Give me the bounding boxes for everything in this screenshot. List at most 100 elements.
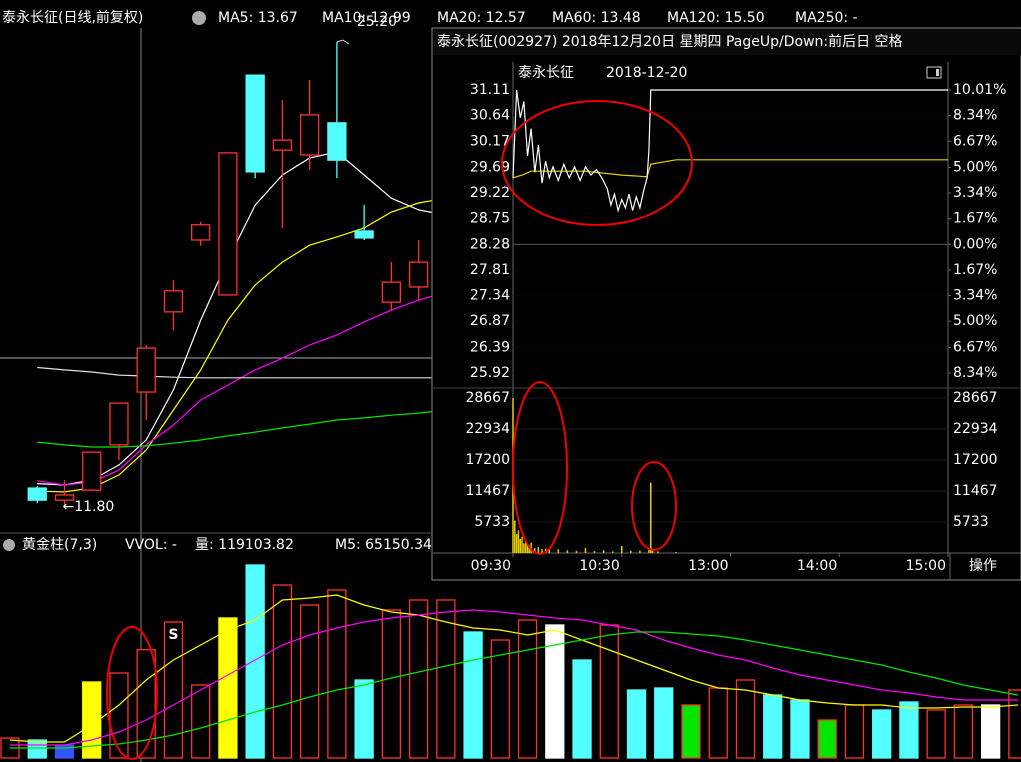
signal-label: S [168,627,178,643]
volume-bar [517,619,538,759]
hand-circle [501,100,693,226]
volume-bar [299,604,320,759]
candle-body [272,139,293,151]
pct-tick: 3.34% [953,288,997,304]
volume-bar [926,709,946,759]
candle-body [381,281,402,303]
volume-bar [218,617,238,759]
ma-line [37,409,446,448]
volume-tick: 22934 [953,421,998,437]
time-label: 14:00 [797,558,837,574]
volume-tick: 28667 [953,390,998,406]
price-tick: 30.17 [470,133,510,149]
volume-bar [817,719,837,759]
volume-header: 量: 119103.82 [195,537,294,553]
candle-body [27,487,47,501]
time-label: 13:00 [688,558,728,574]
candle-body [354,230,374,239]
volume-bar [872,709,892,759]
volume-bar [354,679,374,759]
volume-bar [463,631,483,759]
popup-titlebar [433,29,1021,55]
ma-legend: MA120: 15.50 [667,10,765,26]
volume-bar [327,589,347,759]
volume-tick: 11467 [465,483,510,499]
ma-line [37,197,446,493]
price-tick: 30.64 [470,108,510,124]
candle-body [136,347,156,393]
toggle-icon[interactable] [926,66,942,79]
price-tick: 31.11 [470,82,510,98]
price-tick: 28.28 [470,236,510,252]
volume-bar [790,699,810,759]
time-label: 09:30 [471,558,511,574]
volume-bar [681,704,701,759]
volume-tick: 17200 [953,452,998,468]
pct-tick: 6.67% [953,133,997,149]
candle-body [408,261,429,288]
menu-icon[interactable] [192,11,206,25]
volume-bar [1008,689,1021,759]
ma-line [37,366,446,379]
time-label: 15:00 [906,558,946,574]
hand-circle [512,381,568,555]
ma-legend: MA250: - [795,10,858,26]
volume-bar [763,694,783,759]
ma-line [37,151,446,486]
volume-bar [654,687,674,759]
volume-bar [408,599,429,759]
price-tick: 26.39 [470,339,510,355]
volume-tick: 5733 [953,514,989,530]
high-label: 25.20 [357,14,397,30]
volume-ma-line [10,609,1018,746]
ma-legend: MA60: 13.48 [552,10,641,26]
candle-body [327,122,347,161]
kline-title: 泰永长征(日线,前复权) [2,9,143,26]
price-tick: 25.92 [470,365,510,381]
volume-bar [545,624,565,759]
volume-bar [191,684,211,759]
price-tick: 26.87 [470,313,510,329]
price-tick: 29.69 [470,159,510,175]
pct-tick: 10.01% [953,82,1006,98]
volume-header: 黄金柱(7,3) [22,536,97,553]
volume-bar [572,659,592,759]
price-tick: 27.34 [470,288,510,304]
volume-header: VVOL: - [125,537,177,553]
volume-bar [245,564,265,759]
ma-legend: MA5: 13.67 [218,10,298,26]
hand-circle [106,626,158,760]
action-button[interactable]: 操作 [969,558,997,574]
time-label: 10:30 [579,558,619,574]
volume-bar [953,704,974,759]
pct-tick: 8.34% [953,365,997,381]
volume-bar [436,599,456,759]
pct-tick: 5.00% [953,313,997,329]
candle-body [299,114,320,156]
volume-bar [844,704,865,759]
high-marker [336,39,350,45]
candle-body [163,290,184,313]
kline-panel: 泰永长征(日线,前复权) 25.20 ←11.80 [0,9,1021,762]
volume-bar [27,739,47,759]
volume-bar [980,704,1001,759]
stock-name: 泰永长征 [518,65,574,81]
hand-circle [631,461,677,551]
pct-tick: 1.67% [953,262,997,278]
volume-header: M5: 65150.34 [335,537,432,553]
volume-bar [735,679,756,759]
candle-body [191,224,211,241]
volume-bar [708,687,728,759]
menu-icon[interactable] [3,539,15,551]
candle-body [218,152,238,296]
candle-body [109,402,129,446]
pct-tick: 3.34% [953,185,997,201]
avg-price-line [512,159,948,179]
ma-legend: MA20: 12.57 [437,10,526,26]
ma-legend: MA10: 12.99 [322,10,411,26]
volume-tick: 28667 [465,390,510,406]
price-line [512,89,948,213]
volume-ma-line [9,594,1018,743]
popup-title: 泰永长征(002927) 2018年12月20日 星期四 PageUp/Down… [437,33,903,50]
toggle-icon-bar [936,69,939,76]
